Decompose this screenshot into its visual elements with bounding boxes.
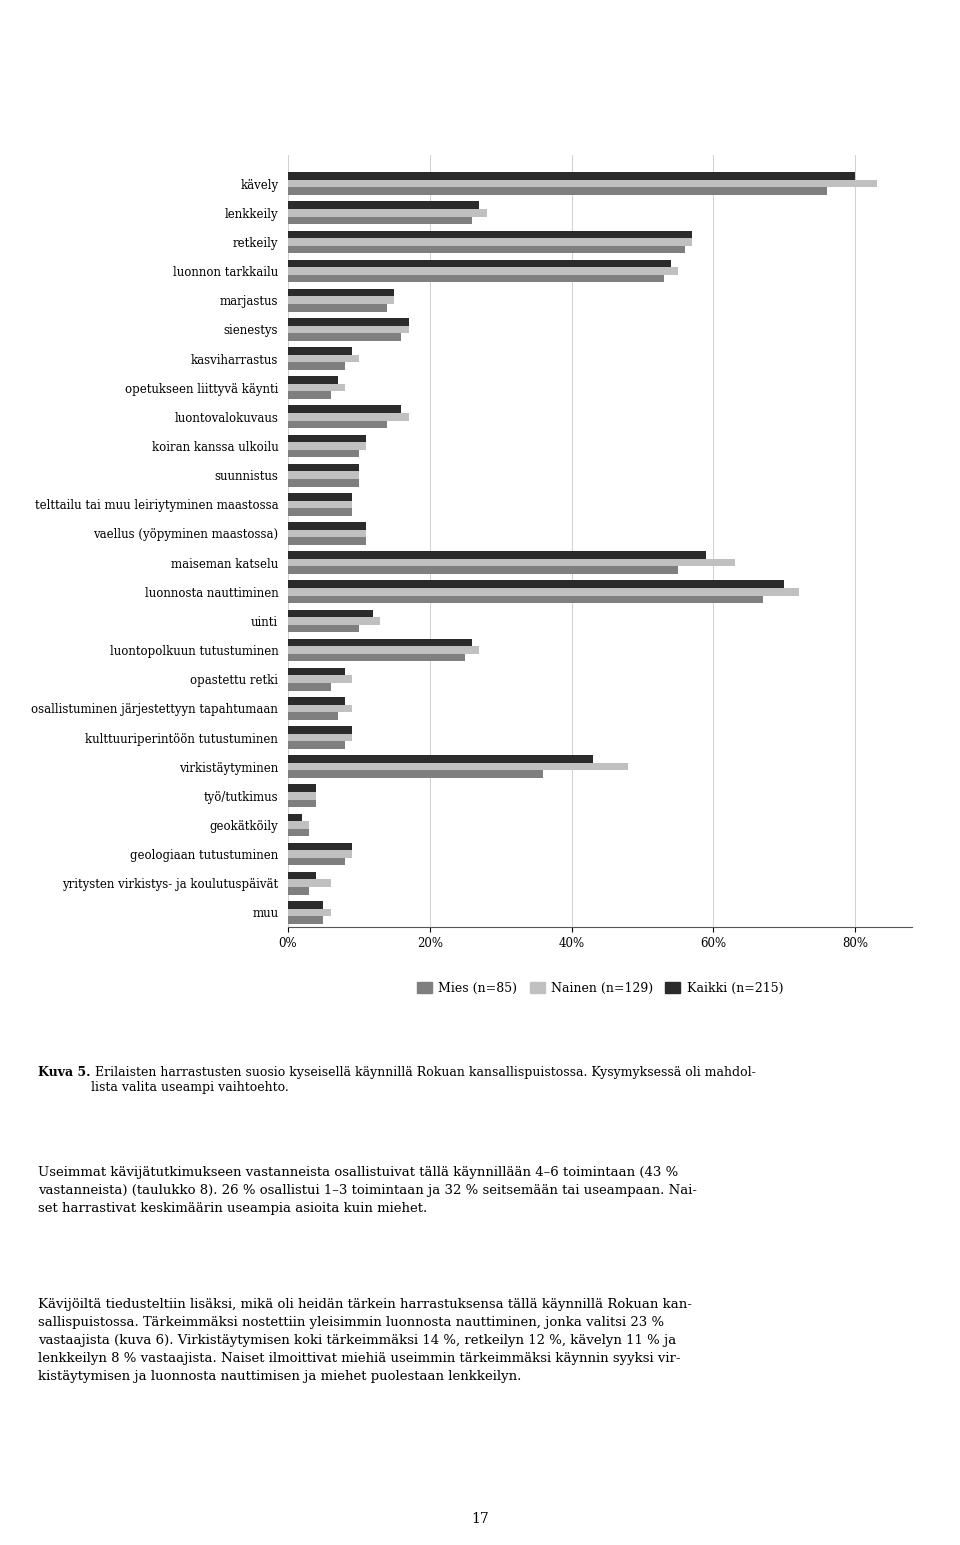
Bar <box>288 793 317 800</box>
Bar <box>288 879 330 887</box>
Bar <box>288 785 317 793</box>
Bar <box>288 471 359 479</box>
Bar <box>288 348 351 355</box>
Text: Kävijöiltä tiedusteltiin lisäksi, mikä oli heidän tärkein harrastuksensa tällä k: Kävijöiltä tiedusteltiin lisäksi, mikä o… <box>38 1298 692 1383</box>
Bar <box>288 616 380 624</box>
Bar <box>288 334 401 341</box>
Bar <box>288 667 345 675</box>
Bar <box>288 814 302 822</box>
Bar <box>288 675 351 683</box>
Bar <box>288 355 359 363</box>
Bar <box>288 318 409 326</box>
Bar <box>288 857 345 865</box>
Bar <box>288 756 593 763</box>
Bar <box>288 230 692 238</box>
Bar <box>288 442 366 450</box>
Text: Erilaisten harrastusten suosio kyseisellä käynnillä Rokuan kansallispuistossa. K: Erilaisten harrastusten suosio kyseisell… <box>91 1066 756 1094</box>
Bar <box>288 267 678 275</box>
Text: Useimmat kävijätutkimukseen vastanneista osallistuivat tällä käynnillään 4–6 toi: Useimmat kävijätutkimukseen vastanneista… <box>38 1166 697 1216</box>
Bar <box>288 887 309 895</box>
Bar <box>288 908 330 916</box>
Bar <box>288 581 784 589</box>
Bar <box>288 420 387 428</box>
Bar <box>288 683 330 691</box>
Bar <box>288 712 338 720</box>
Bar <box>288 173 855 179</box>
Bar <box>288 501 351 508</box>
Bar <box>288 260 671 267</box>
Bar <box>288 326 409 334</box>
Bar <box>288 734 351 742</box>
Text: 17: 17 <box>471 1513 489 1526</box>
Bar <box>288 589 799 595</box>
Bar <box>288 742 345 749</box>
Bar <box>288 559 734 567</box>
Bar <box>288 238 692 246</box>
Bar <box>288 530 366 538</box>
Bar <box>288 405 401 413</box>
Bar <box>288 508 351 516</box>
Bar <box>288 763 629 771</box>
Bar <box>288 522 366 530</box>
Bar <box>288 383 345 391</box>
Bar <box>288 638 472 646</box>
Bar <box>288 800 317 806</box>
Bar <box>288 363 345 369</box>
Bar <box>288 697 345 705</box>
Bar <box>288 726 351 734</box>
Bar <box>288 842 351 850</box>
Bar <box>288 434 366 442</box>
Bar <box>288 246 685 253</box>
Bar <box>288 304 387 312</box>
Bar <box>288 822 309 828</box>
Bar <box>288 646 479 654</box>
Bar <box>288 493 351 501</box>
Bar <box>288 552 707 559</box>
Bar <box>288 179 876 187</box>
Bar <box>288 216 472 224</box>
Bar <box>288 187 827 195</box>
Text: Kuva 5.: Kuva 5. <box>38 1066 91 1078</box>
Bar <box>288 705 351 712</box>
Bar <box>288 916 324 924</box>
Bar <box>288 377 338 383</box>
Bar <box>288 275 663 283</box>
Bar <box>288 297 395 304</box>
Bar <box>288 450 359 457</box>
Bar <box>288 201 479 209</box>
Bar <box>288 413 409 420</box>
Bar <box>288 624 359 632</box>
Bar <box>288 479 359 487</box>
Bar <box>288 850 351 857</box>
Bar <box>288 771 543 779</box>
Bar <box>288 289 395 297</box>
Bar <box>288 595 763 603</box>
Bar <box>288 567 678 575</box>
Bar <box>288 654 466 661</box>
Bar <box>288 209 487 216</box>
Bar <box>288 871 317 879</box>
Bar <box>288 391 330 399</box>
Bar <box>288 901 324 908</box>
Bar <box>288 828 309 836</box>
Bar <box>288 610 373 616</box>
Bar <box>288 464 359 471</box>
Legend: Mies (n=85), Nainen (n=129), Kaikki (n=215): Mies (n=85), Nainen (n=129), Kaikki (n=2… <box>411 976 789 1001</box>
Bar <box>288 538 366 545</box>
